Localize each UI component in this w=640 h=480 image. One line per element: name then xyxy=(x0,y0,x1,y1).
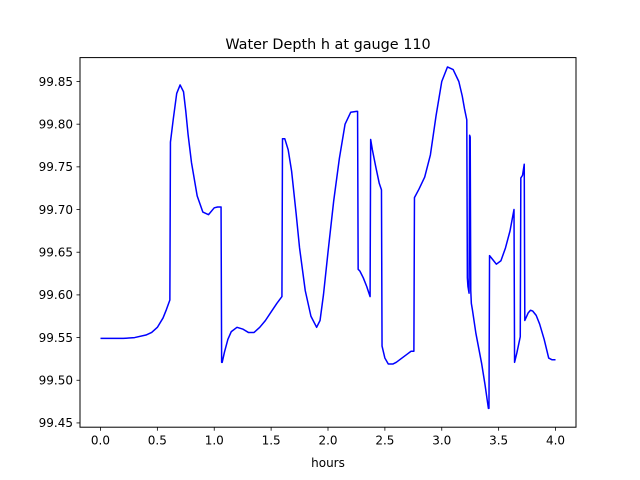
y-tick-label: 99.80 xyxy=(39,117,73,131)
y-tick-label: 99.65 xyxy=(39,246,73,260)
series-line xyxy=(100,66,556,410)
plot-area xyxy=(100,66,556,410)
x-tick-label: 0.0 xyxy=(91,434,110,448)
y-tick-label: 99.60 xyxy=(39,288,73,302)
x-tick-label: 2.5 xyxy=(375,434,394,448)
y-tick-label: 99.55 xyxy=(39,331,73,345)
y-tick-label: 99.85 xyxy=(39,75,73,89)
x-tick-label: 1.5 xyxy=(262,434,281,448)
x-tick-label: 3.5 xyxy=(489,434,508,448)
y-tick-label: 99.75 xyxy=(39,160,73,174)
x-axis-label: hours xyxy=(311,456,345,470)
y-tick-label: 99.50 xyxy=(39,374,73,388)
y-axis-ticks: 99.45 99.50 99.55 99.60 99.65 99.70 99.75 99.80… xyxy=(39,75,80,430)
x-tick-label: 3.0 xyxy=(432,434,451,448)
x-tick-label: 1.0 xyxy=(205,434,224,448)
x-axis-ticks: 0.0 0.5 1.0 1.5 2.0 2.5 3.0 3.5 4.0 xyxy=(91,427,565,448)
x-tick-label: 4.0 xyxy=(546,434,565,448)
x-tick-label: 0.5 xyxy=(148,434,167,448)
y-tick-label: 99.70 xyxy=(39,203,73,217)
y-tick-label: 99.45 xyxy=(39,416,73,430)
x-tick-label: 2.0 xyxy=(318,434,337,448)
plot-frame xyxy=(79,57,577,428)
chart-title: Water Depth h at gauge 110 xyxy=(225,37,430,53)
